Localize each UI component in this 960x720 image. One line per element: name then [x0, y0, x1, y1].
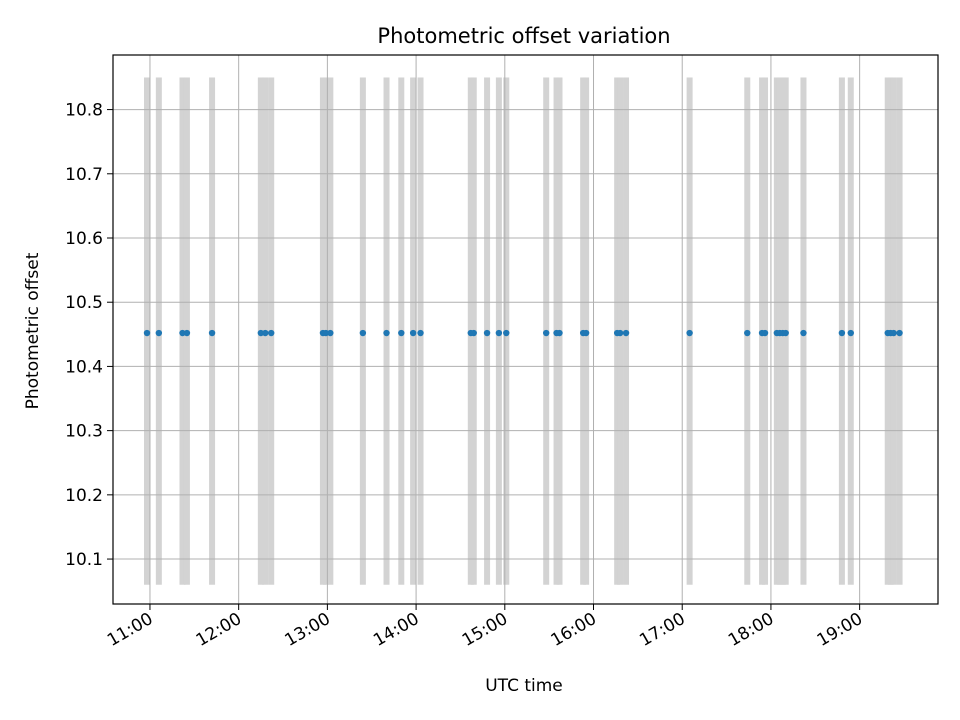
y-axis-label: Photometric offset [23, 252, 43, 409]
data-point [470, 329, 477, 337]
data-point [800, 329, 807, 337]
data-point [409, 329, 417, 337]
data-point [686, 329, 693, 337]
data-points [143, 329, 903, 337]
data-point [782, 329, 789, 337]
y-tick-label: 10.5 [65, 293, 103, 313]
data-point [890, 329, 897, 337]
data-point [417, 329, 424, 337]
grid-lines [113, 55, 938, 604]
chart-title: Photometric offset variation [377, 24, 670, 48]
data-point [542, 329, 550, 337]
data-point [322, 329, 330, 337]
data-point [761, 329, 769, 337]
data-point [503, 329, 510, 337]
y-tick-label: 10.1 [65, 550, 103, 570]
x-axis-label: UTC time [485, 676, 563, 696]
data-point [327, 329, 334, 337]
data-point [622, 329, 630, 337]
data-point [267, 329, 275, 337]
plot-frame [112, 54, 939, 605]
data-point [556, 329, 563, 337]
data-point [582, 329, 590, 337]
data-point [483, 329, 491, 337]
data-point [179, 329, 186, 337]
data-point [838, 329, 846, 337]
data-point [359, 329, 367, 337]
y-tick-label: 10.3 [65, 422, 103, 442]
data-point [262, 329, 269, 337]
data-point [616, 329, 624, 337]
y-tick-label: 10.7 [65, 165, 103, 185]
data-point [495, 329, 503, 337]
data-point [398, 329, 405, 337]
data-point [257, 329, 265, 337]
data-point [896, 329, 903, 337]
data-point [744, 329, 751, 337]
data-point [183, 329, 191, 337]
y-tick-label: 10.4 [65, 357, 103, 377]
y-tick-label: 10.6 [65, 229, 103, 249]
data-point [383, 329, 390, 337]
data-point [847, 329, 854, 337]
data-point [143, 329, 151, 337]
data-point [208, 329, 216, 337]
y-tick-label: 10.2 [65, 486, 103, 506]
data-point [155, 329, 163, 337]
y-axis-ticks: 10.1 10.2 10.3 10.4 10.5 10.6 10.7 10.8 [65, 101, 113, 570]
y-tick-label: 10.8 [65, 101, 103, 121]
